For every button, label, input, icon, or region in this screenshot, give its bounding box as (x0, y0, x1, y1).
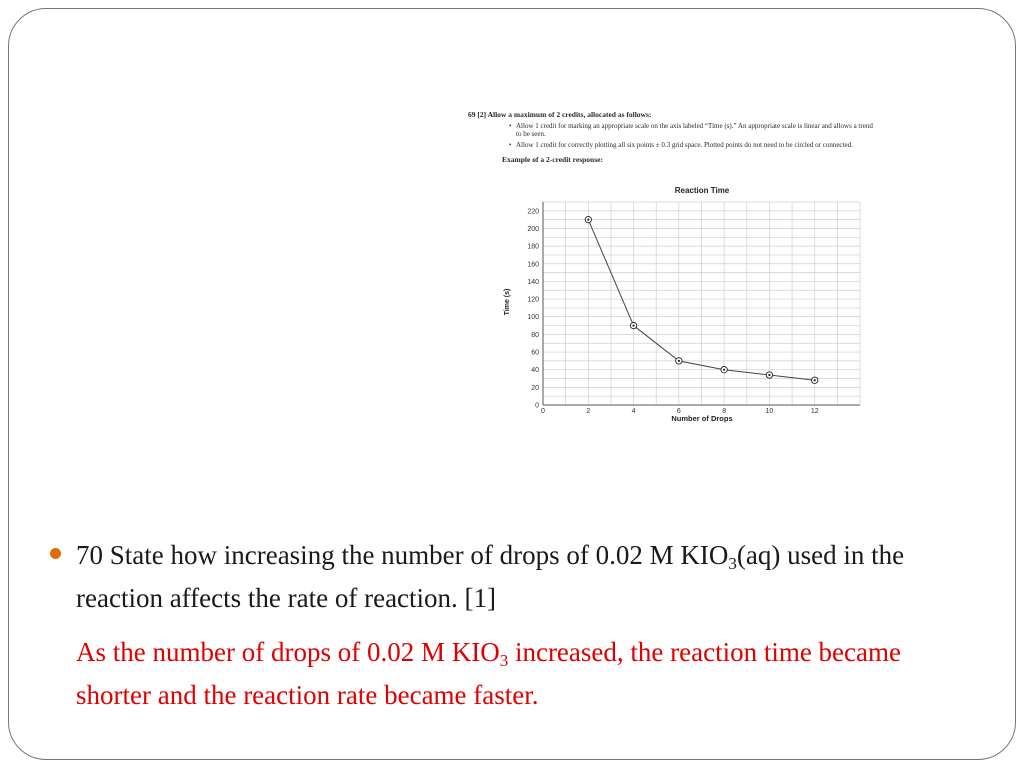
data-point (813, 379, 816, 382)
answer-subscript: 3 (499, 651, 509, 670)
x-axis-label: Number of Drops (671, 414, 732, 423)
chart-grid (542, 201, 861, 406)
question-text-rest: (aq) used in the reaction affects the ra… (76, 540, 905, 613)
chart-ticks: 0 20 40 60 80 100 120 140 160 180 200 220 0 2 4 6 8 10 12 (527, 208, 818, 415)
chart-series (584, 216, 819, 384)
series-line (587, 219, 815, 381)
x-tick-label: 4 (632, 408, 636, 415)
y-tick-label: 200 (527, 226, 539, 233)
x-tick-label: 6 (677, 408, 681, 415)
chart-title: Reaction Time (675, 186, 730, 195)
bullet-dot (50, 548, 61, 559)
y-tick-label: 120 (527, 297, 539, 304)
data-point (632, 324, 635, 327)
y-tick-label: 140 (527, 279, 539, 286)
answer-text-main: As the number of drops of 0.02 M KIO (76, 637, 500, 667)
question-text: 70 State how increasing the number of dr… (76, 534, 976, 620)
data-point (677, 359, 680, 362)
y-axis-label: Time (s) (504, 289, 511, 316)
y-tick-label: 100 (527, 314, 539, 321)
data-point (587, 218, 590, 221)
y-tick-label: 60 (531, 350, 539, 357)
y-tick-label: 20 (531, 385, 539, 392)
x-tick-label: 2 (586, 408, 590, 415)
y-tick-label: 180 (527, 244, 539, 251)
x-tick-label: 12 (811, 408, 819, 415)
rubric-bullet-2: Allow 1 credit for correctly plotting al… (509, 141, 878, 150)
question-text-main: 70 State how increasing the number of dr… (76, 540, 729, 570)
answer-text-rest: increased, the reaction time became shor… (76, 637, 901, 710)
x-tick-label: 8 (722, 408, 726, 415)
reaction-time-chart: Reaction Time Number of Drops Time (s) 0… (504, 186, 861, 423)
rubric-bullet-1: Allow 1 credit for marking an appropriat… (509, 122, 878, 138)
y-tick-label: 40 (531, 367, 539, 374)
data-point (768, 373, 771, 377)
y-tick-label: 0 (535, 403, 539, 410)
y-tick-label: 160 (527, 261, 539, 268)
x-tick-label: 10 (766, 408, 774, 415)
rubric-excerpt: 69 [2] Allow a maximum of 2 credits, all… (468, 110, 878, 164)
data-point (723, 368, 726, 371)
y-tick-label: 220 (527, 208, 539, 215)
x-tick-label: 0 (541, 408, 545, 415)
question-subscript: 3 (728, 554, 737, 573)
answer-text: As the number of drops of 0.02 M KIO3 in… (76, 631, 976, 717)
rubric-example-label: Example of a 2-credit response: (502, 154, 603, 164)
rubric-header: 69 [2] Allow a maximum of 2 credits, all… (468, 110, 652, 119)
y-tick-label: 80 (531, 332, 539, 339)
